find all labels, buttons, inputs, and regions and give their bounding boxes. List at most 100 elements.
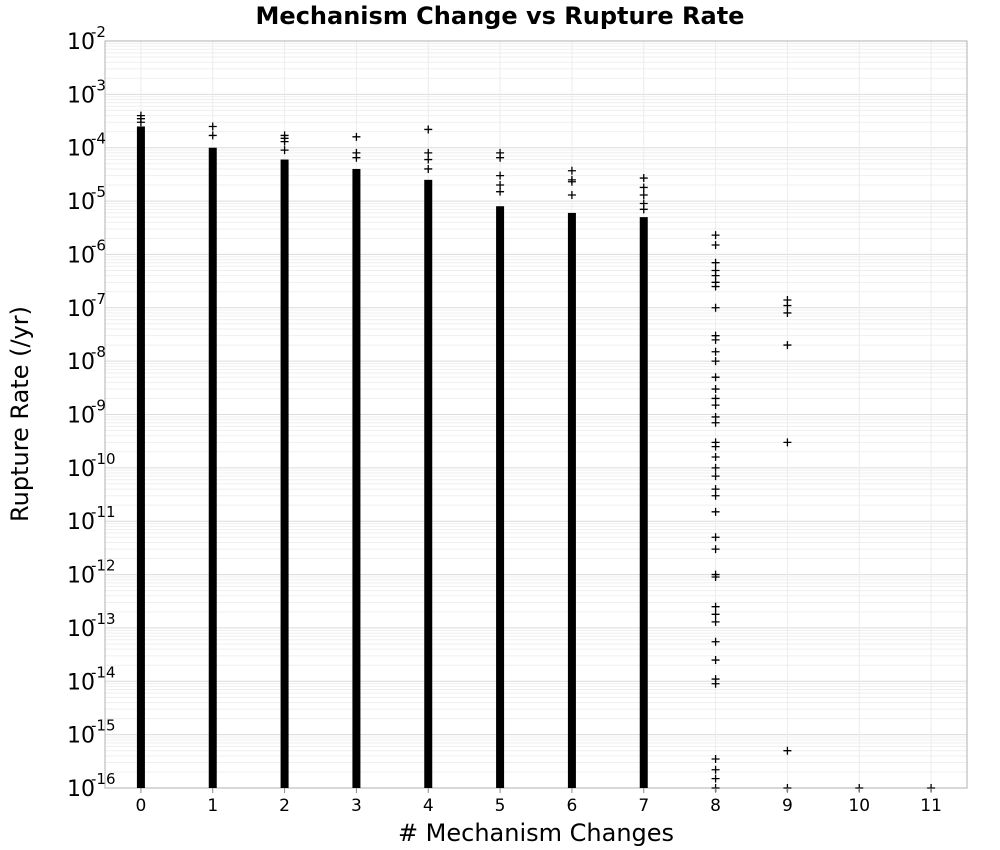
y-tick-base: 10 [67,617,95,642]
y-tick: 10-4 [67,130,106,162]
x-axis-ticks: 0 1 2 3 4 5 6 7 8 9 10 11 [136,788,942,816]
y-tick-exponent: -10 [91,450,116,468]
x-tick-label: 3 [351,796,362,816]
x-tick-label: 4 [423,796,434,816]
y-tick-exponent: -3 [91,76,106,94]
y-tick-base: 10 [67,83,95,108]
data-point [711,452,720,461]
data-point [711,401,720,410]
y-tick: 10-9 [67,397,106,429]
data-point [711,347,720,356]
data-point [136,118,145,127]
data-point [280,137,289,146]
data-point [496,153,505,162]
data-point [783,438,792,447]
y-axis-ticks: 10-210-310-410-510-610-710-810-910-1010-… [67,23,116,802]
data-point [208,131,217,140]
y-tick-exponent: -4 [91,130,106,148]
data-point [567,166,576,175]
y-tick-base: 10 [67,670,95,695]
y-tick: 10-2 [67,23,106,55]
data-point [711,231,720,240]
dense-column-x4 [424,179,433,788]
y-tick-base: 10 [67,777,95,802]
data-point [639,174,648,183]
data-point [711,271,720,280]
x-tick-label: 11 [920,796,942,816]
data-point [711,463,720,472]
data-point [424,155,433,164]
data-point [711,602,720,611]
y-tick-base: 10 [67,297,95,322]
data-point [280,146,289,155]
y-tick-base: 10 [67,350,95,375]
data-point [711,656,720,665]
dense-column-x0 [136,126,145,789]
y-tick-base: 10 [67,724,95,749]
dense-column-x7 [639,217,648,788]
dense-point-columns [136,126,648,789]
dense-column-x5 [496,206,505,789]
x-tick-label: 8 [710,796,721,816]
y-tick-exponent: -14 [91,663,116,681]
data-point [496,187,505,196]
data-point [711,357,720,366]
y-tick-exponent: -13 [91,610,116,628]
y-tick: 10-10 [67,450,116,482]
y-tick: 10-3 [67,76,106,108]
y-tick-base: 10 [67,564,95,589]
data-point [711,617,720,626]
y-tick: 10-14 [67,663,116,695]
data-point [424,164,433,173]
data-point [639,183,648,192]
y-axis-label: Rupture Rate (/yr) [6,306,34,522]
dense-column-x3 [352,168,361,788]
plot-area-frame [104,40,968,789]
data-point [711,507,720,516]
x-tick-label: 2 [279,796,290,816]
y-tick: 10-13 [67,610,116,642]
data-point [711,573,720,582]
y-tick: 10-8 [67,343,106,375]
x-tick-label: 0 [136,796,147,816]
y-tick: 10-5 [67,183,106,215]
data-point [711,679,720,688]
data-point [711,491,720,500]
data-point [496,181,505,190]
data-point [352,132,361,141]
x-axis-label: # Mechanism Changes [398,819,674,847]
y-tick-base: 10 [67,190,95,215]
y-tick-exponent: -16 [91,770,116,788]
minor-gridlines [105,42,967,773]
data-point [711,418,720,427]
data-point [783,341,792,350]
data-point [639,190,648,199]
data-point [711,472,720,481]
data-point [711,545,720,554]
y-tick: 10-11 [67,503,116,535]
data-point [711,442,720,451]
data-point [711,303,720,312]
data-point [567,177,576,186]
y-tick-exponent: -2 [91,23,106,41]
y-tick-exponent: -11 [91,503,116,521]
y-tick-exponent: -7 [91,290,106,308]
data-point [711,774,720,783]
y-tick-base: 10 [67,243,95,268]
data-point [711,241,720,250]
y-tick-base: 10 [67,510,95,535]
y-tick-base: 10 [67,137,95,162]
data-point [711,258,720,267]
y-tick: 10-15 [67,717,116,749]
y-tick-exponent: -8 [91,343,106,361]
y-tick-exponent: -9 [91,397,106,415]
scatter-points [136,111,936,792]
y-tick-exponent: -12 [91,557,116,575]
dense-column-x6 [567,212,576,789]
y-tick-base: 10 [67,404,95,429]
data-point [711,610,720,619]
y-tick-base: 10 [67,30,95,55]
data-point [783,308,792,317]
x-tick-label: 9 [782,796,793,816]
